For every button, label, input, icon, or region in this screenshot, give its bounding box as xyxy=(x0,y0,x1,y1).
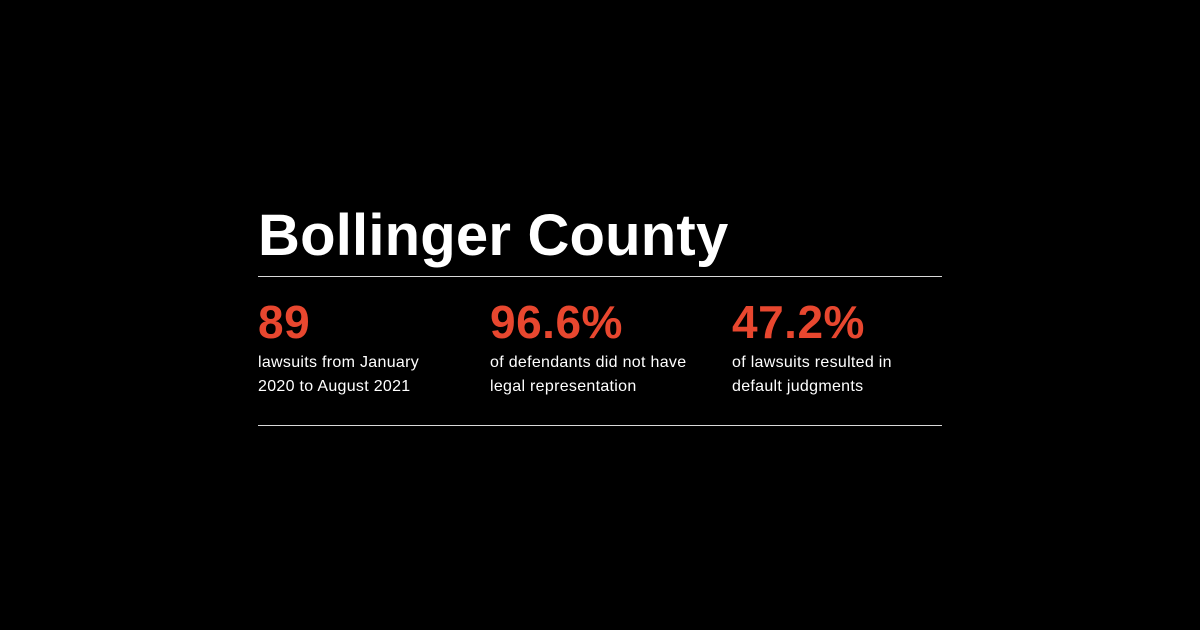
stat-value: 47.2% xyxy=(732,296,865,348)
stat-default-judgments: 47.2% of lawsuits resulted in default ju… xyxy=(732,297,942,399)
stat-description: lawsuits from January 2020 to August 202… xyxy=(258,354,420,395)
county-stats-card: Bollinger County 89 lawsuits from Januar… xyxy=(258,203,942,426)
stat-description: of defendants did not have legal represe… xyxy=(490,354,687,395)
top-divider xyxy=(258,276,942,277)
county-title: Bollinger County xyxy=(258,203,729,268)
bottom-divider xyxy=(258,425,942,426)
stat-description: of lawsuits resulted in default judgment… xyxy=(732,354,892,395)
stat-lawsuits-count: 89 lawsuits from January 2020 to August … xyxy=(258,297,458,399)
stat-value: 96.6% xyxy=(490,296,623,348)
stat-no-representation: 96.6% of defendants did not have legal r… xyxy=(490,297,710,399)
stats-row: 89 lawsuits from January 2020 to August … xyxy=(258,277,942,425)
stat-value: 89 xyxy=(258,296,311,348)
